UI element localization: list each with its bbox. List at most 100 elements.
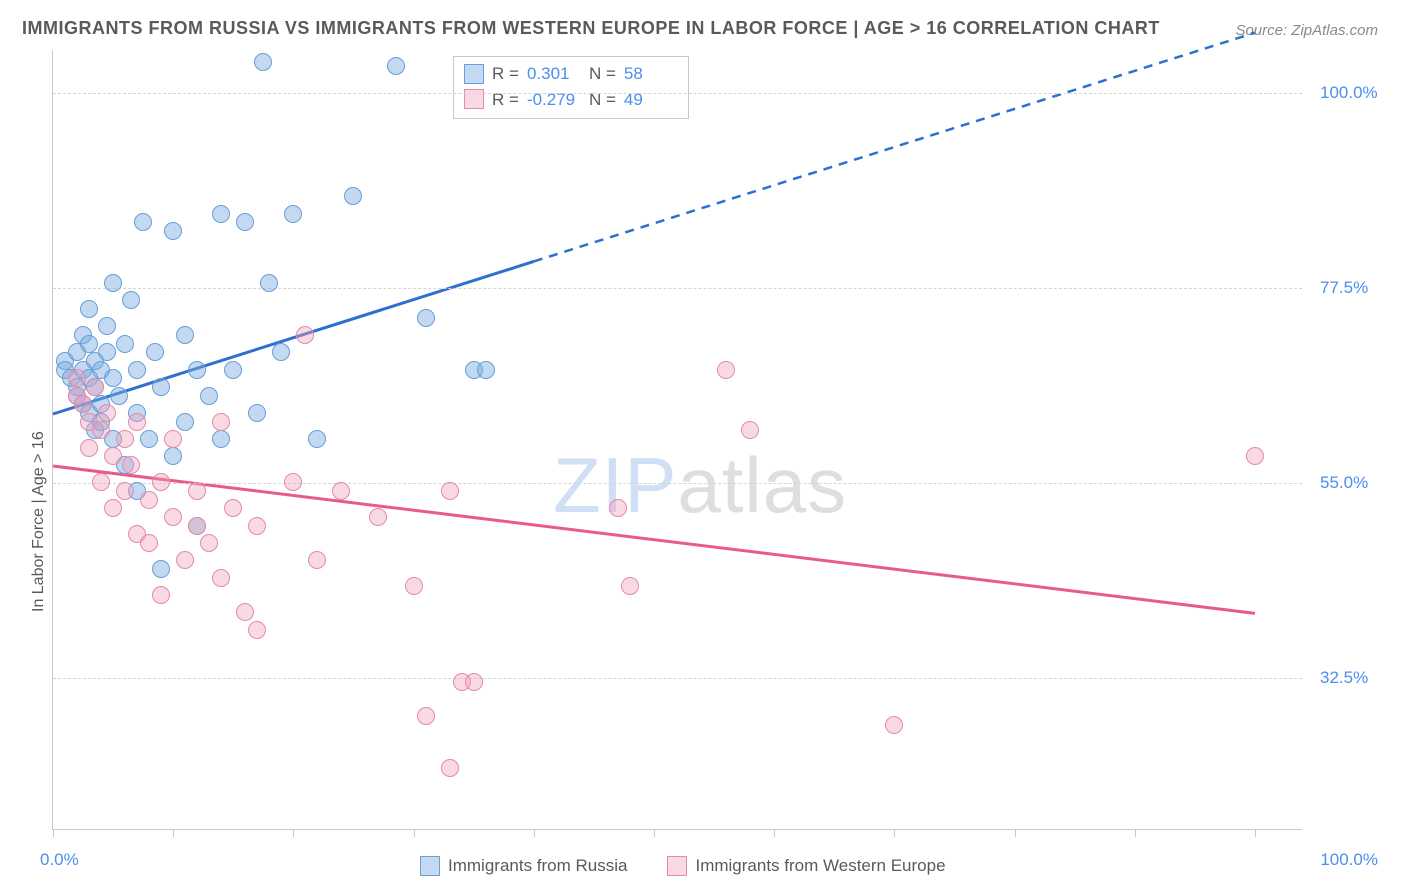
data-point-weurope (86, 378, 104, 396)
data-point-weurope (885, 716, 903, 734)
legend-label-russia: Immigrants from Russia (448, 856, 627, 876)
data-point-weurope (152, 586, 170, 604)
data-point-weurope (68, 369, 86, 387)
data-point-weurope (212, 413, 230, 431)
x-tick (774, 829, 775, 837)
data-point-weurope (296, 326, 314, 344)
data-point-weurope (609, 499, 627, 517)
data-point-weurope (140, 491, 158, 509)
data-point-russia (272, 343, 290, 361)
data-point-russia (417, 309, 435, 327)
data-point-weurope (465, 673, 483, 691)
data-point-russia (224, 361, 242, 379)
data-point-weurope (122, 456, 140, 474)
data-point-russia (477, 361, 495, 379)
data-point-weurope (1246, 447, 1264, 465)
x-tick (894, 829, 895, 837)
data-point-weurope (92, 473, 110, 491)
data-point-weurope (128, 413, 146, 431)
data-point-weurope (369, 508, 387, 526)
data-point-russia (140, 430, 158, 448)
data-point-russia (98, 317, 116, 335)
data-point-russia (200, 387, 218, 405)
swatch-weurope (464, 89, 484, 109)
data-point-weurope (621, 577, 639, 595)
data-point-russia (152, 378, 170, 396)
data-point-russia (176, 326, 194, 344)
x-tick (654, 829, 655, 837)
stat-r-value-russia: 0.301 (527, 61, 581, 87)
data-point-russia (212, 430, 230, 448)
data-point-weurope (741, 421, 759, 439)
stats-row-russia: R =0.301N =58 (464, 61, 678, 87)
data-point-weurope (308, 551, 326, 569)
stat-r-label: R = (492, 87, 519, 113)
swatch-russia (464, 64, 484, 84)
trend-line-weurope (53, 466, 1255, 613)
data-point-weurope (224, 499, 242, 517)
data-point-weurope (441, 482, 459, 500)
data-point-weurope (417, 707, 435, 725)
x-tick (414, 829, 415, 837)
gridline (53, 288, 1302, 289)
data-point-weurope (188, 482, 206, 500)
gridline (53, 93, 1302, 94)
data-point-russia (116, 335, 134, 353)
data-point-weurope (248, 517, 266, 535)
data-point-russia (104, 274, 122, 292)
data-point-weurope (116, 430, 134, 448)
source-citation: Source: ZipAtlas.com (1235, 22, 1378, 39)
data-point-weurope (717, 361, 735, 379)
gridline (53, 678, 1302, 679)
data-point-weurope (405, 577, 423, 595)
data-point-russia (80, 300, 98, 318)
data-point-russia (188, 361, 206, 379)
stat-n-label: N = (589, 87, 616, 113)
data-point-weurope (116, 482, 134, 500)
y-tick-label: 32.5% (1320, 668, 1368, 688)
x-tick (293, 829, 294, 837)
stat-n-label: N = (589, 61, 616, 87)
bottom-legend: Immigrants from Russia Immigrants from We… (420, 856, 946, 876)
data-point-weurope (74, 395, 92, 413)
data-point-weurope (176, 551, 194, 569)
data-point-russia (80, 335, 98, 353)
trend-lines (53, 50, 1303, 830)
data-point-weurope (104, 447, 122, 465)
data-point-russia (164, 447, 182, 465)
data-point-russia (104, 369, 122, 387)
data-point-weurope (164, 508, 182, 526)
data-point-weurope (248, 621, 266, 639)
y-tick-label: 77.5% (1320, 278, 1368, 298)
data-point-weurope (441, 759, 459, 777)
plot-area: ZIPatlas R =0.301N =58R =-0.279N =49 (52, 50, 1302, 830)
x-tick (1135, 829, 1136, 837)
gridline (53, 483, 1302, 484)
data-point-russia (152, 560, 170, 578)
y-tick-label: 100.0% (1320, 83, 1378, 103)
x-tick (1015, 829, 1016, 837)
data-point-russia (164, 222, 182, 240)
data-point-weurope (332, 482, 350, 500)
data-point-russia (98, 343, 116, 361)
x-tick (53, 829, 54, 837)
x-tick (1255, 829, 1256, 837)
data-point-weurope (236, 603, 254, 621)
data-point-weurope (104, 499, 122, 517)
data-point-weurope (284, 473, 302, 491)
stats-legend-box: R =0.301N =58R =-0.279N =49 (453, 56, 689, 119)
data-point-weurope (212, 569, 230, 587)
y-axis-title: In Labor Force | Age > 16 (30, 431, 48, 612)
legend-label-weurope: Immigrants from Western Europe (695, 856, 945, 876)
data-point-russia (134, 213, 152, 231)
data-point-weurope (152, 473, 170, 491)
data-point-russia (128, 361, 146, 379)
x-tick (534, 829, 535, 837)
x-axis-min-label: 0.0% (40, 850, 79, 870)
x-axis-max-label: 100.0% (1320, 850, 1378, 870)
data-point-weurope (140, 534, 158, 552)
data-point-weurope (98, 404, 116, 422)
data-point-russia (284, 205, 302, 223)
data-point-russia (308, 430, 326, 448)
data-point-russia (248, 404, 266, 422)
